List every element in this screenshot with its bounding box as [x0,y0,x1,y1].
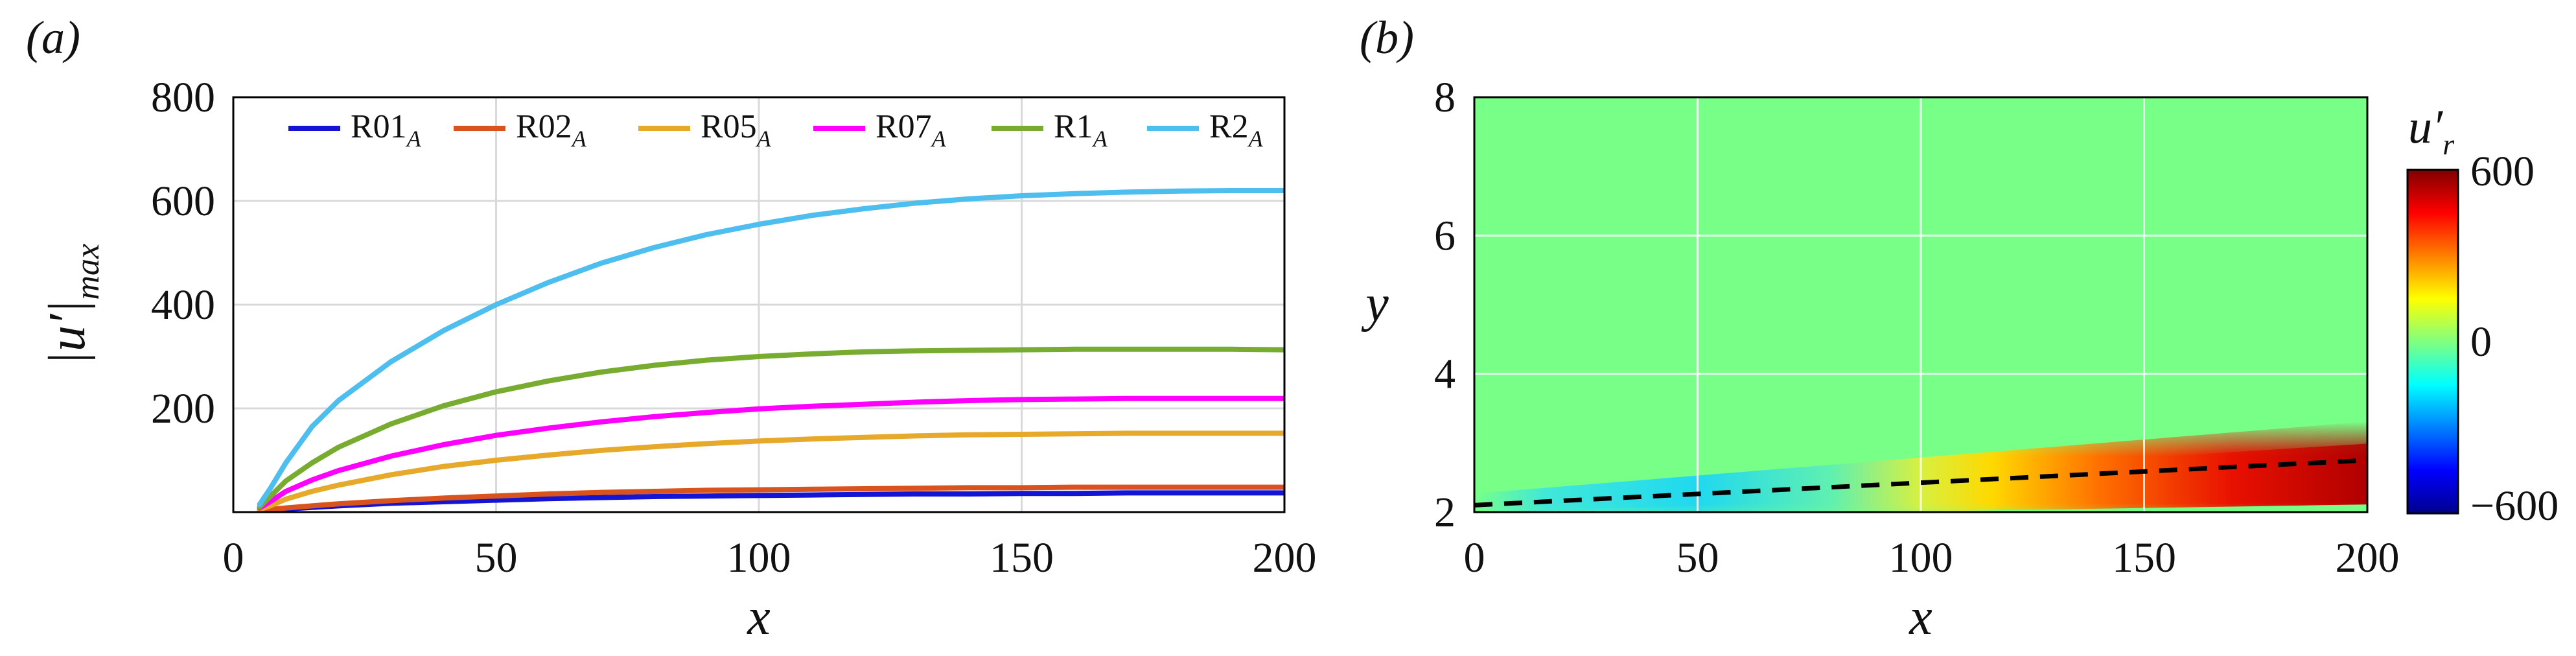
colorbar-ticks: 600 0 −600 [2470,148,2559,530]
legend-label: R05 [701,108,757,145]
legend-label: R1 [1054,108,1093,145]
x-tick-label: 200 [1253,534,1317,581]
series-line-r05 [257,430,1284,512]
series-line-r1 [257,346,1284,510]
legend-label-sub: A [1247,126,1264,152]
panel-a-ylabel: |u′|max [39,244,106,366]
y-tick-label: 800 [151,74,215,121]
panel-a-xticks: 0 50 100 150 200 [223,534,1317,581]
legend-label-sub: A [571,126,587,152]
colorbar-label-main: u′ [2408,100,2444,154]
y-tick-label: 400 [151,281,215,329]
x-tick-label: 100 [1889,534,1953,581]
panel-a-legend: R01A R02A R05A R07A R1A R2A [288,108,1264,152]
x-tick-label: 150 [2112,534,2176,581]
panel-a-grid [233,97,1284,512]
colorbar-tick-label: 0 [2470,318,2492,366]
panel-b-label: (b) [1360,12,1414,64]
colorbar-label-sub: r [2443,128,2455,161]
x-tick-label: 0 [1464,534,1485,581]
y-tick-label: 200 [151,385,215,432]
panel-b-yticks: 2 4 6 8 [1434,74,1456,536]
legend-label: R02 [516,108,572,145]
legend-label: R2 [1209,108,1249,145]
x-tick-label: 100 [727,534,791,581]
series-line-r07 [257,395,1284,511]
y-tick-label: 2 [1434,489,1456,536]
legend-label: R01 [351,108,407,145]
legend-entry: R01A [351,108,422,152]
legend-label-sub: A [931,126,947,152]
legend-label-sub: A [756,126,772,152]
panel-a-ylabel-sub: max [69,244,106,300]
series-line-r2 [257,188,1284,507]
colorbar-label: u′r [2408,100,2455,161]
panel-b-frame [1473,96,2369,513]
legend-entry: R1A [1054,108,1108,152]
colorbar-tick-label: −600 [2470,482,2559,530]
panel-a-label: (a) [26,12,80,64]
legend-entry: R07A [876,108,947,152]
legend-label-sub: A [1092,126,1108,152]
colorbar [2406,169,2459,515]
panel-b-grid [1474,97,2367,512]
x-tick-label: 50 [475,534,518,581]
panel-a-ylabel-main: |u′| [39,300,96,366]
x-tick-label: 200 [2336,534,2400,581]
svg-text:|u′|max: |u′|max [39,244,106,366]
legend-label: R07 [876,108,932,145]
legend-entry: R2A [1209,108,1264,152]
legend-entry: R05A [701,108,772,152]
x-tick-label: 150 [990,534,1054,581]
legend-label-sub: A [406,126,422,152]
colorbar-tick-label: 600 [2470,148,2535,195]
panel-b-xticks: 0 50 100 150 200 [1464,534,2400,581]
x-tick-label: 0 [223,534,244,581]
y-tick-label: 4 [1434,351,1456,398]
y-tick-label: 6 [1434,212,1456,259]
x-tick-label: 50 [1677,534,1719,581]
panel-b-xlabel: x [1909,589,1932,646]
panel-a-series [257,188,1284,512]
y-tick-label: 600 [151,178,215,225]
panel-b: (b) 0 50 100 150 200 2 4 6 8 x y u′r 600 0 −600 [1360,12,2559,646]
panel-a-xlabel: x [747,589,771,646]
y-tick-label: 8 [1434,74,1456,121]
legend-entry: R02A [516,108,587,152]
series-line-r02 [257,484,1284,512]
panel-a-frame [232,96,1286,513]
panel-b-ylabel: y [1361,275,1389,333]
panel-a-yticks: 200 400 600 800 [151,74,215,432]
